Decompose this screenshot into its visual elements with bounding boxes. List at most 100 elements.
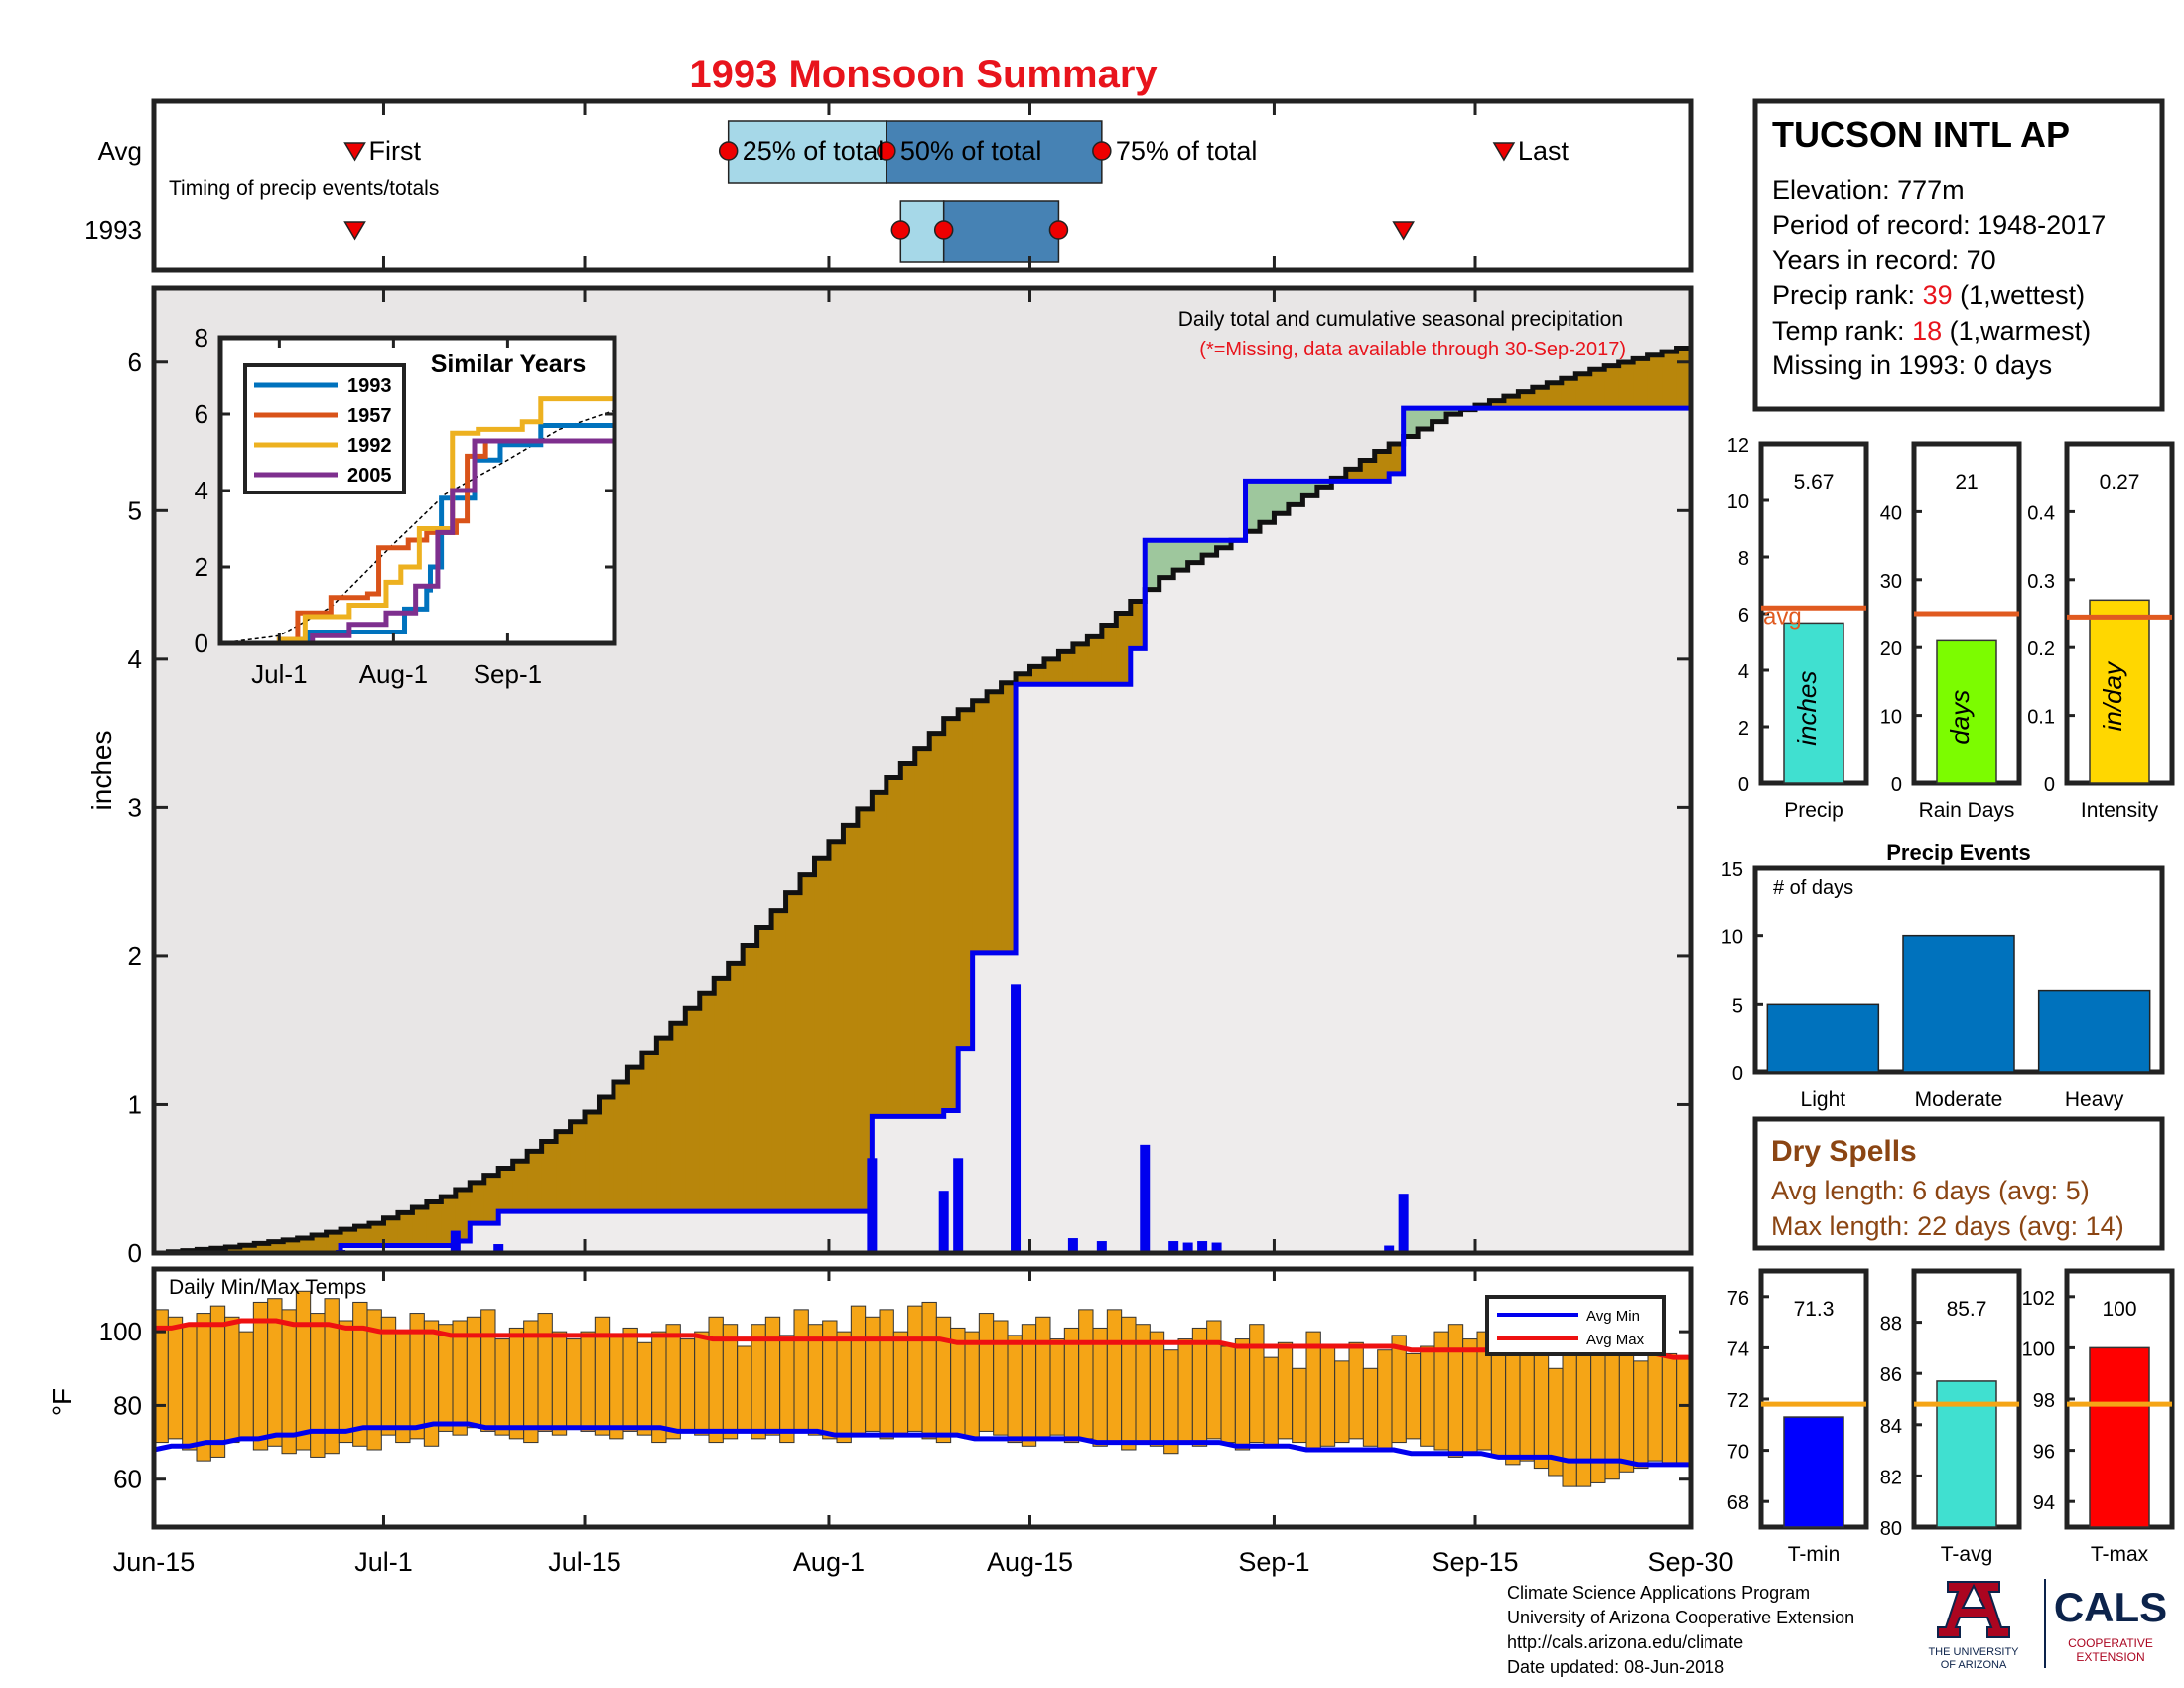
deficit-fill	[1489, 400, 1505, 409]
timing-row-year-label: 1993	[84, 215, 142, 245]
daily-temp-bar	[1420, 1345, 1435, 1447]
precip-summary-tick-label: 4	[1738, 661, 1749, 683]
deficit-fill	[958, 709, 974, 1049]
tavg-summary-value-label: 85.7	[1947, 1298, 1987, 1321]
deficit-fill	[470, 1182, 485, 1224]
tmax-summary-tick-label: 94	[2033, 1492, 2055, 1514]
daily-temp-bar	[865, 1316, 881, 1432]
intensity-summary-tick-label: 0	[2044, 774, 2055, 796]
daily-temp-bar	[1177, 1338, 1193, 1444]
daily-temp-bar	[1319, 1345, 1336, 1447]
daily-temp-bar	[850, 1305, 867, 1436]
precip-summary-value-label: 5.67	[1794, 471, 1835, 493]
events-ylabel: # of days	[1773, 877, 1853, 899]
daily-temp-bar	[679, 1338, 696, 1432]
daily-precip-bar	[493, 1244, 504, 1253]
deficit-fill	[771, 910, 787, 1212]
inset-series-1992	[220, 394, 617, 646]
tmax-summary-value-label: 100	[2102, 1298, 2136, 1321]
temp-plot-area	[153, 1290, 1692, 1487]
deficit-fill	[326, 1232, 341, 1253]
deficit-fill	[383, 1217, 399, 1246]
inset-legend-label: 2005	[347, 465, 392, 487]
deficit-fill	[987, 691, 1003, 953]
daily-temp-bar	[622, 1327, 638, 1432]
timing-dot-p25	[890, 220, 911, 240]
timing-row-avg-label: Avg	[98, 136, 142, 166]
daily-temp-bar	[1633, 1360, 1649, 1470]
inset-series-2005	[220, 438, 614, 646]
daily-temp-bar	[764, 1316, 781, 1436]
precip-summary-unit-label: inches	[1792, 671, 1822, 746]
daily-temp-bar	[1277, 1341, 1294, 1440]
daily-temp-bar	[196, 1313, 211, 1462]
deficit-fill	[412, 1206, 428, 1246]
daily-temp-bar	[879, 1309, 894, 1440]
events-category-label: Heavy	[2065, 1088, 2124, 1111]
daily-temp-bar	[338, 1320, 354, 1444]
x-tick-label: Jul-1	[354, 1547, 413, 1577]
deficit-fill	[828, 841, 844, 1212]
deficit-fill	[512, 1161, 528, 1212]
daily-temp-bar	[252, 1301, 269, 1451]
cals-logo-text: CALS	[2054, 1584, 2167, 1630]
deficit-fill	[743, 945, 758, 1212]
inset-legend: 1993 1957 1992 2005	[243, 363, 406, 494]
deficit-fill	[268, 1241, 284, 1253]
daily-temp-bar	[921, 1301, 937, 1440]
intensity-summary-tick-label: 0.2	[2027, 638, 2055, 660]
deficit-fill	[1518, 391, 1534, 409]
daily-precip-bar	[1168, 1241, 1179, 1253]
daily-temp-bar	[1405, 1352, 1422, 1440]
cals-logo-line1: COOPERATIVE	[2068, 1636, 2153, 1650]
daily-temp-bar	[1263, 1356, 1279, 1447]
daily-temp-bar	[310, 1313, 326, 1458]
events-category-label: Moderate	[1915, 1088, 2003, 1111]
tmin-summary-xlabel: T-min	[1788, 1543, 1841, 1566]
x-tick-label: Aug-1	[793, 1547, 865, 1577]
tavg-summary-tick-label: 86	[1880, 1364, 1902, 1386]
footer-line-1: Climate Science Applications Program	[1507, 1583, 1811, 1603]
inset-ticks: 0 2 4 6 8 Jul-1 Aug-1 Sep-1	[195, 323, 614, 689]
daily-temp-bar	[1377, 1349, 1393, 1451]
timing-triangle-first	[343, 142, 366, 162]
deficit-fill	[1547, 382, 1563, 409]
deficit-fill	[1374, 451, 1390, 482]
intensity-summary-tick-label: 0.3	[2027, 571, 2055, 593]
daily-temp-bar	[1206, 1320, 1222, 1440]
cals-logo-line2: EXTENSION	[2076, 1650, 2144, 1664]
deficit-fill	[297, 1238, 313, 1253]
precip-summary-tick-label: 6	[1738, 605, 1749, 627]
daily-temp-bar	[1519, 1341, 1535, 1462]
deficit-fill	[1101, 625, 1117, 685]
precip-events-chart: Precip Events # of days Light Moderate Heavy…	[1721, 840, 2165, 1111]
x-tick-label: Jul-15	[548, 1547, 621, 1577]
timing-frame	[151, 98, 1694, 273]
inset-plot-area	[219, 394, 617, 646]
timing-box-50-75	[942, 200, 1060, 263]
tmax-summary-tick-label: 100	[2022, 1338, 2055, 1360]
precip-panel: Daily total and cumulative seasonal prec…	[86, 285, 1694, 1268]
precip-summary-xlabel: Precip	[1784, 799, 1843, 822]
deficit-fill	[943, 718, 959, 1111]
timing-label-p25: 25% of total	[743, 136, 885, 166]
deficit-fill	[670, 1023, 686, 1212]
deficit-fill	[426, 1201, 442, 1246]
daily-temp-bar	[1647, 1341, 1663, 1462]
intensity-summary-value-label: 0.27	[2100, 471, 2140, 493]
station-info-box: TUCSON INTL AP Elevation: 777m Period of…	[1752, 98, 2165, 412]
daily-temp-bar	[167, 1316, 184, 1440]
deficit-fill	[369, 1223, 384, 1246]
station-name: TUCSON INTL AP	[1772, 114, 2070, 155]
footer-line-4: Date updated: 08-Jun-2018	[1507, 1657, 1725, 1677]
deficit-fill	[585, 1111, 600, 1212]
daily-temp-bar	[182, 1324, 198, 1451]
avg-max-line	[154, 1318, 1691, 1360]
daily-temp-bar	[694, 1331, 710, 1436]
precip-summary-tick-label: 10	[1727, 492, 1749, 513]
precip-y-tick-label: 1	[128, 1089, 142, 1119]
deficit-fill	[914, 748, 930, 1117]
daily-temp-bar	[1362, 1367, 1379, 1447]
similar-years-inset: Similar Years 1993 1957 1992 2005 0 2 4 6 8 Jul-…	[195, 323, 617, 689]
deficit-fill	[627, 1067, 643, 1212]
